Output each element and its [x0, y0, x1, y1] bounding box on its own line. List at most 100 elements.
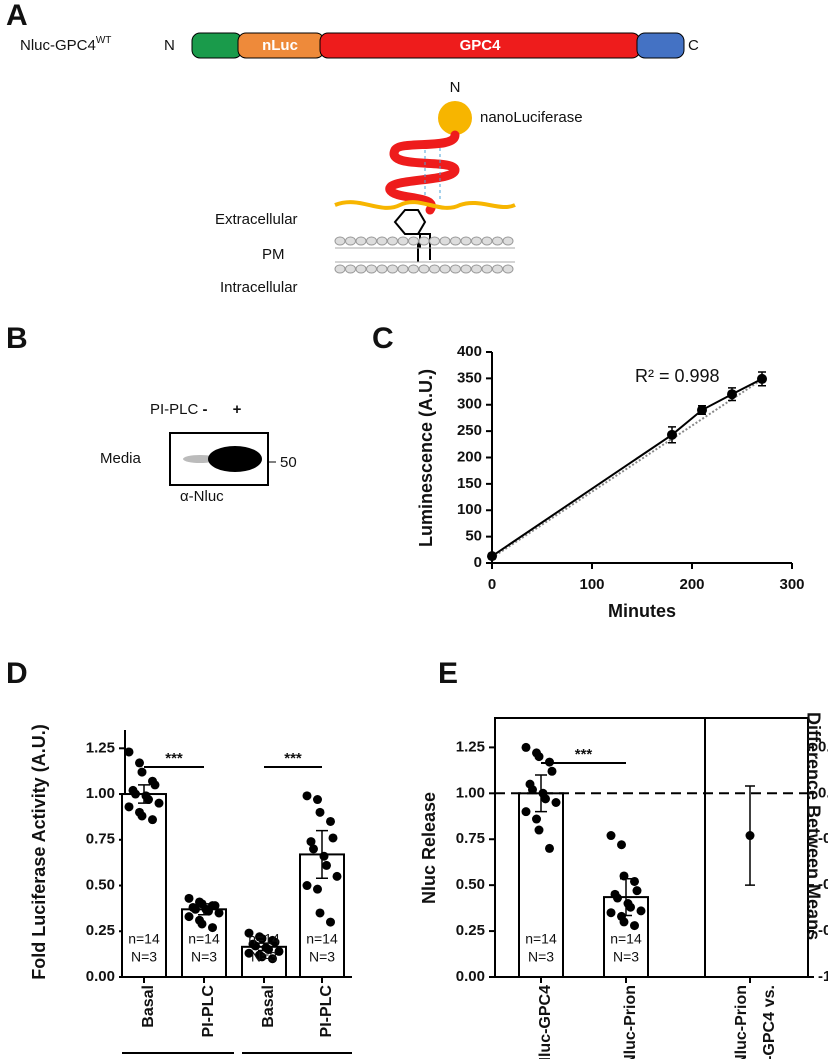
bar: [121, 793, 167, 979]
antibody-label: α-Nluc: [180, 488, 224, 505]
y-axis-label: Fold Luciferase Activity (A.U.): [29, 724, 49, 979]
tick-label: 300: [457, 396, 482, 413]
bar-note: N=3: [131, 949, 157, 965]
disulfide: [424, 148, 441, 200]
y2-axis-label: Difference Between Means: [803, 712, 823, 940]
category-label: PI-PLC: [200, 985, 217, 1038]
bar-note: N=3: [191, 949, 217, 965]
data-point: [332, 871, 342, 881]
lipid-head: [471, 264, 482, 274]
panel-label: C: [372, 322, 394, 355]
lipid-head: [450, 236, 461, 246]
lipid-head: [492, 264, 503, 274]
significance: ***: [284, 750, 302, 767]
significance: ***: [575, 746, 593, 763]
data-point: [547, 766, 557, 776]
data-point: [545, 843, 554, 853]
tick-label: 200: [457, 448, 482, 465]
gpi-anchor: [393, 209, 431, 262]
lipid-head: [471, 236, 482, 246]
bar-note: n=14: [610, 931, 642, 947]
gpc4-chain: [385, 130, 460, 215]
y-axis-label: Luminescence (A.U.): [416, 369, 436, 547]
data-line: [491, 378, 763, 557]
data-point: [144, 795, 153, 805]
data-point: [124, 747, 134, 757]
data-point: [534, 752, 544, 762]
tick-label: 250: [457, 422, 482, 439]
lipid-head: [334, 264, 346, 274]
tick-label: 1.00: [456, 784, 485, 801]
nanoluciferase: [438, 101, 472, 135]
data-point: [148, 815, 157, 825]
tick-label: -0.25: [818, 830, 828, 847]
n-terminus: N: [164, 37, 175, 54]
panel-label: E: [438, 657, 458, 690]
bar-note: n=14: [306, 931, 338, 947]
data-point: [328, 833, 338, 843]
difference-label: Nluc-Prion: [733, 985, 750, 1059]
lipid-head: [481, 236, 493, 246]
data-point: [727, 389, 737, 400]
tick-label: 0.25: [86, 922, 115, 939]
difference-label: vs.: [761, 985, 778, 1007]
compartment-label: Intracellular: [220, 279, 298, 296]
data-point: [315, 807, 325, 817]
tick-label: -0.50: [818, 876, 828, 893]
compartment-label: PM: [262, 246, 285, 263]
data-point: [191, 904, 200, 914]
data-point: [150, 780, 160, 790]
data-point: [636, 906, 646, 916]
data-point: [264, 945, 273, 955]
error-bar: [258, 942, 270, 952]
data-point: [306, 837, 316, 847]
data-point: [626, 902, 635, 912]
data-point: [268, 954, 277, 964]
band: [208, 446, 262, 472]
data-point: [757, 373, 767, 384]
tick-label: 150: [457, 475, 482, 492]
data-point: [322, 860, 331, 870]
bar-note: n=14: [188, 931, 220, 947]
difference-label: Nluc-GPC4: [761, 1012, 778, 1059]
error-bar: [316, 829, 328, 879]
tick-label: 0.00: [86, 968, 115, 985]
panel-label: A: [6, 0, 28, 32]
lipid-head: [397, 236, 409, 246]
tick-label: 50: [465, 528, 482, 545]
signal-domain: [191, 32, 243, 59]
tick-label: 0.75: [456, 830, 485, 847]
bar-note: n=14: [248, 931, 280, 947]
lipid-head: [345, 236, 356, 246]
data-point: [326, 917, 335, 927]
data-point: [135, 758, 144, 768]
treatment-label: PI-PLC: [150, 401, 199, 418]
tick-label: 300: [779, 576, 804, 593]
category-label: Basal: [140, 985, 157, 1028]
data-point: [617, 840, 626, 850]
marker-label: 50: [280, 454, 297, 471]
data-point: [210, 901, 220, 911]
data-point: [528, 785, 537, 795]
tick-label: 0.75: [86, 831, 115, 848]
frame: [494, 717, 809, 978]
domain-label: GPC4: [460, 37, 502, 54]
tick-label: 100: [579, 576, 604, 593]
lipid-head: [366, 236, 377, 246]
lipid-head: [418, 236, 430, 246]
tick-label: 350: [457, 369, 482, 386]
c-terminus: C: [688, 37, 699, 54]
tick-label: 0: [474, 554, 482, 571]
domain-label: nLuc: [262, 37, 298, 54]
lipid-head: [376, 264, 388, 274]
tick-label: -0.75: [818, 922, 828, 939]
lipid-head: [334, 236, 346, 246]
data-point: [208, 923, 217, 933]
lipid-head: [450, 264, 461, 274]
tick-label: 1.25: [456, 738, 485, 755]
lipid-head: [460, 236, 472, 246]
data-point: [137, 767, 147, 777]
lane-label: +: [233, 401, 242, 418]
data-point: [630, 876, 639, 886]
lipid-head: [439, 236, 451, 246]
